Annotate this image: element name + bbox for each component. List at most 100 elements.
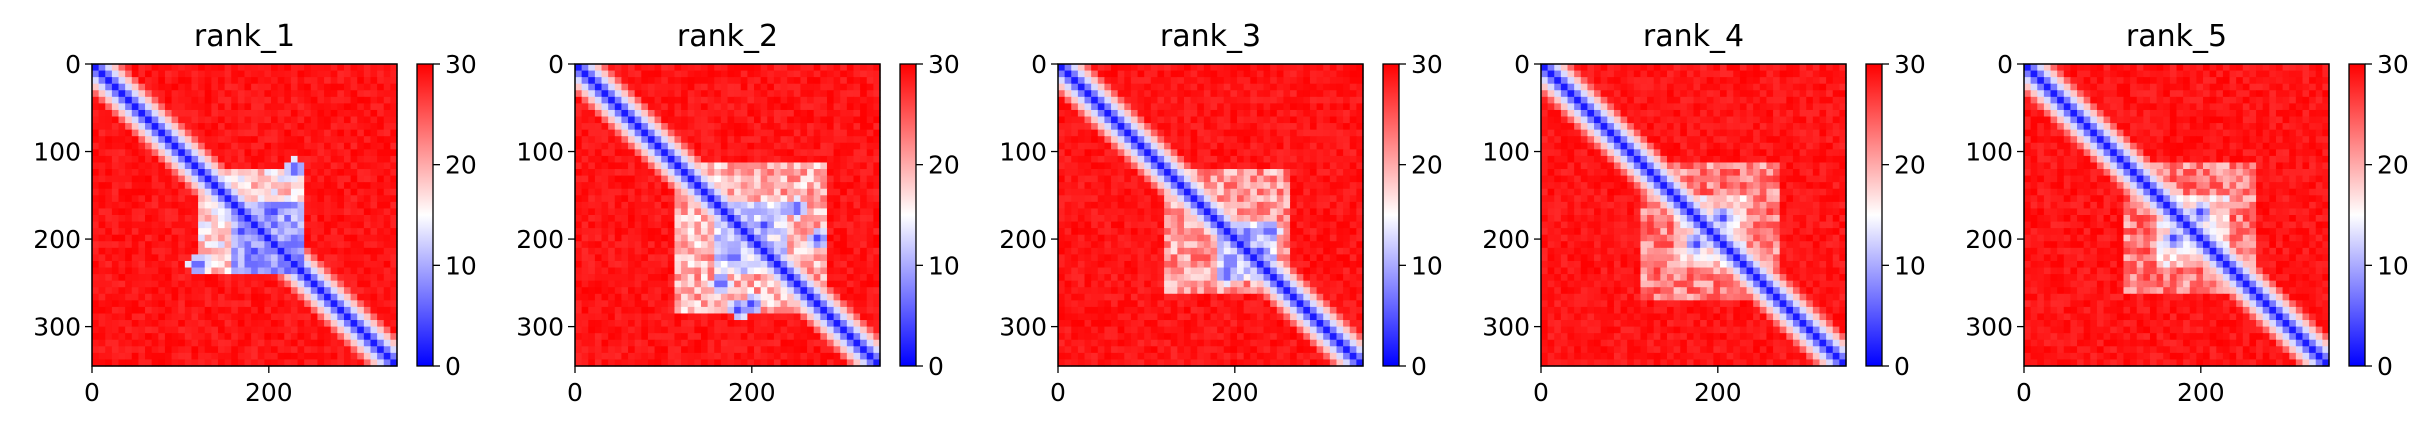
heatmap-cell	[191, 123, 199, 131]
heatmap-cell	[151, 280, 159, 288]
heatmap-cell	[681, 234, 689, 242]
heatmap-cell	[92, 306, 100, 315]
heatmap-cell	[674, 339, 682, 347]
heatmap-cell	[1137, 116, 1145, 124]
heatmap-cell	[125, 70, 133, 78]
heatmap-cell	[866, 142, 874, 150]
heatmap-cell	[224, 201, 232, 210]
heatmap-cell	[317, 208, 325, 216]
heatmap-cell	[125, 175, 133, 183]
heatmap-cell	[767, 90, 775, 98]
heatmap-cell	[290, 280, 299, 288]
heatmap-cell	[1243, 155, 1251, 164]
heatmap-cell	[787, 123, 795, 131]
heatmap-cell	[787, 221, 795, 229]
heatmap-cell	[873, 267, 881, 275]
heatmap-cell	[581, 149, 589, 157]
heatmap-cell	[350, 300, 358, 308]
heatmap-cell	[860, 64, 868, 72]
heatmap-cell	[734, 287, 742, 295]
heatmap-cell	[1144, 83, 1152, 91]
heatmap-cell	[337, 346, 345, 354]
heatmap-cell	[264, 228, 272, 236]
heatmap-cell	[773, 300, 782, 308]
heatmap-cell	[1303, 155, 1311, 164]
heatmap-cell	[184, 359, 193, 367]
heatmap-cell	[158, 215, 166, 223]
heatmap-cell	[1316, 96, 1324, 104]
heatmap-cell	[575, 188, 583, 196]
heatmap-cell	[1217, 96, 1225, 104]
heatmap-cell	[337, 241, 345, 249]
heatmap-cell	[601, 228, 609, 236]
heatmap-cell	[1237, 155, 1245, 164]
heatmap-cell	[681, 116, 689, 124]
heatmap-cell	[654, 123, 662, 131]
heatmap-cell	[588, 208, 596, 216]
heatmap-cell	[601, 109, 609, 118]
heatmap-cell	[674, 116, 682, 124]
heatmap-cell	[866, 234, 874, 242]
heatmap-cell	[793, 326, 802, 334]
heatmap-cell	[866, 352, 874, 361]
heatmap-cell	[1309, 136, 1318, 144]
heatmap-cell	[780, 149, 788, 157]
heatmap-cell	[681, 221, 689, 229]
heatmap-cell	[151, 234, 159, 242]
heatmap-cell	[1250, 70, 1258, 78]
heatmap-cell	[700, 64, 709, 72]
heatmap-cell	[1290, 149, 1298, 157]
heatmap-cell	[357, 293, 365, 301]
heatmap-cell	[324, 300, 332, 308]
heatmap-cell	[873, 215, 881, 223]
heatmap-cell	[1164, 64, 1172, 72]
heatmap-cell	[826, 155, 835, 164]
heatmap-cell	[257, 352, 265, 361]
heatmap-cell	[793, 149, 802, 157]
heatmap-cell	[138, 346, 146, 354]
heatmap-cell	[92, 313, 100, 321]
heatmap-cell	[317, 287, 325, 295]
heatmap-cell	[734, 201, 742, 210]
heatmap-cell	[105, 339, 113, 347]
heatmap-cell	[324, 339, 332, 347]
heatmap-cell	[211, 326, 219, 334]
heatmap-cell	[297, 359, 305, 367]
heatmap-cell	[860, 136, 868, 144]
heatmap-cell	[257, 221, 265, 229]
heatmap-cell	[813, 300, 821, 308]
heatmap-cell	[251, 215, 259, 223]
heatmap-cell	[151, 208, 159, 216]
heatmap-cell	[674, 260, 682, 269]
heatmap-cell	[1336, 109, 1344, 118]
heatmap-cell	[1157, 142, 1165, 150]
heatmap-cell	[641, 175, 649, 183]
heatmap-cell	[290, 254, 299, 262]
heatmap-cell	[251, 221, 259, 229]
heatmap-cell	[1144, 70, 1152, 78]
heatmap-cell	[1336, 83, 1344, 91]
heatmap-cell	[151, 64, 159, 72]
heatmap-cell	[1283, 149, 1291, 157]
heatmap-cell	[800, 149, 808, 157]
heatmap-cell	[363, 149, 372, 157]
heatmap-cell	[860, 300, 868, 308]
heatmap-cell	[1183, 96, 1192, 104]
heatmap-cell	[800, 346, 808, 354]
heatmap-cell	[131, 169, 140, 177]
heatmap-cell	[1303, 70, 1311, 78]
heatmap-cell	[224, 109, 232, 118]
heatmap-cell	[131, 260, 140, 269]
heatmap-cell	[198, 300, 206, 308]
heatmap-cell	[575, 228, 583, 236]
heatmap-cell	[707, 306, 715, 315]
heatmap-cell	[754, 155, 762, 164]
heatmap-cell	[363, 142, 372, 150]
heatmap-cell	[628, 162, 636, 170]
heatmap-cell	[304, 339, 312, 347]
heatmap-cell	[667, 96, 676, 104]
heatmap-cell	[324, 142, 332, 150]
heatmap-cell	[1296, 149, 1304, 157]
heatmap-cell	[860, 149, 868, 157]
heatmap-cell	[734, 83, 742, 91]
